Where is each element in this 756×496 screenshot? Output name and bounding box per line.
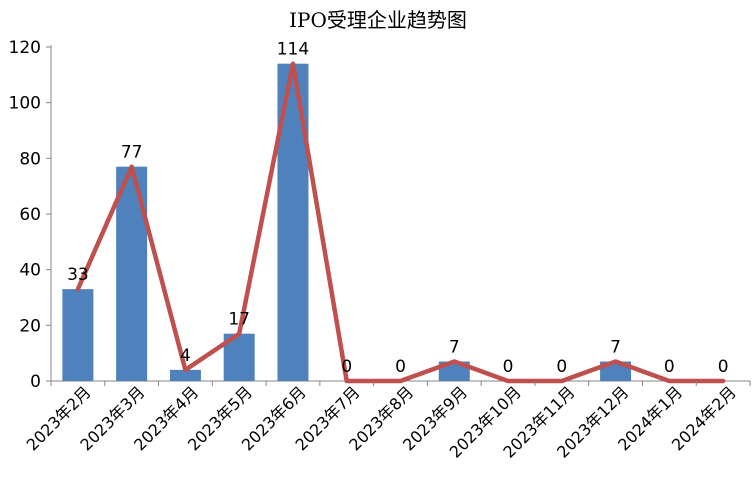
data-label: 114: [277, 40, 309, 60]
data-label: 0: [556, 357, 567, 377]
data-label: 0: [718, 357, 729, 377]
chart-title: IPO受理企业趋势图: [289, 8, 467, 32]
y-tick-label: 80: [19, 149, 41, 169]
data-labels: 33 77 4 17 114 0 0 7 0 0 7 0 0: [67, 40, 728, 377]
series-line: [75, 61, 726, 384]
axes: [50, 45, 750, 382]
data-label: 4: [180, 346, 191, 366]
bar: [62, 289, 94, 381]
y-tick-label: 60: [19, 205, 41, 225]
data-label: 0: [341, 357, 352, 377]
line-series: [75, 61, 726, 384]
data-label: 7: [449, 338, 460, 358]
y-tick-label: 40: [19, 261, 41, 281]
data-label: 0: [503, 357, 514, 377]
y-tick-label: 20: [19, 316, 41, 336]
data-label: 33: [67, 265, 89, 285]
bar: [169, 369, 201, 381]
y-tick-label: 100: [9, 94, 41, 114]
x-axis-ticks: 2023年2月2023年3月2023年4月2023年5月2023年6月2023年…: [23, 381, 751, 462]
y-tick-label: 0: [30, 372, 41, 392]
data-label: 7: [610, 338, 621, 358]
data-label: 17: [228, 310, 250, 330]
y-tick-label: 120: [9, 38, 41, 58]
data-label: 77: [121, 143, 143, 163]
y-axis-ticks: 0 20 40 60 80 100 120: [9, 38, 51, 392]
data-label: 0: [664, 357, 675, 377]
data-label: 0: [395, 357, 406, 377]
